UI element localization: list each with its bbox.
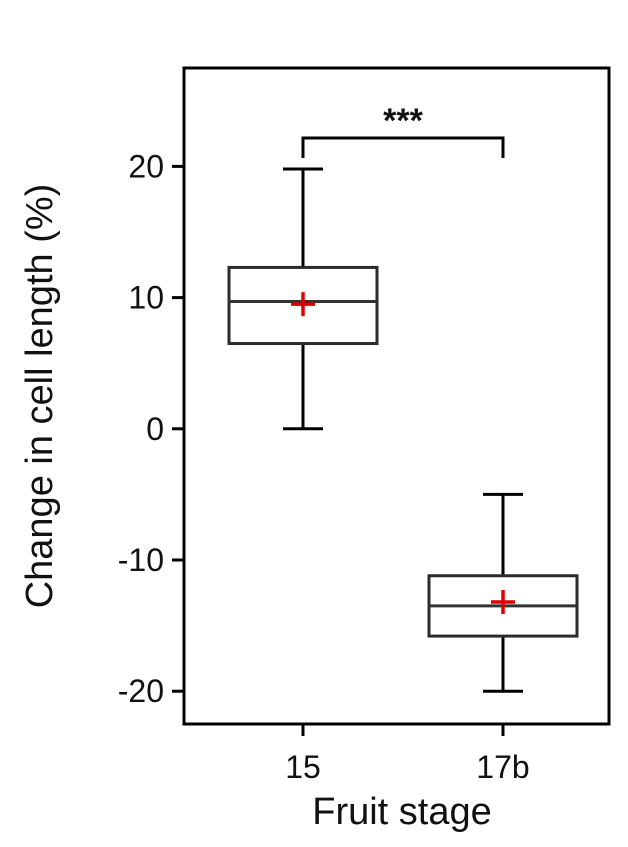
x-axis-title: Fruit stage [312,791,492,833]
y-tick-label: -20 [118,673,164,709]
significance-label: *** [383,102,423,140]
y-axis-ticks: 20 10 0 -10 -20 [118,148,184,709]
x-axis-ticks: 15 17b [285,724,530,785]
y-tick-label: 20 [128,148,164,184]
mean-marker [291,292,315,317]
y-tick-label: 10 [128,280,164,316]
y-tick-label: 0 [146,411,164,447]
box-15 [227,167,379,431]
y-tick-label: -10 [118,542,164,578]
plot-frame [182,66,611,726]
box-17b [427,492,579,693]
x-tick-label: 15 [285,749,321,785]
significance-bracket [301,136,505,158]
mean-marker [491,589,515,614]
boxes-group [227,167,579,693]
y-axis-title: Change in cell length (%) [19,184,61,609]
x-tick-label: 17b [476,749,529,785]
significance-bracket-group: *** [301,102,505,158]
